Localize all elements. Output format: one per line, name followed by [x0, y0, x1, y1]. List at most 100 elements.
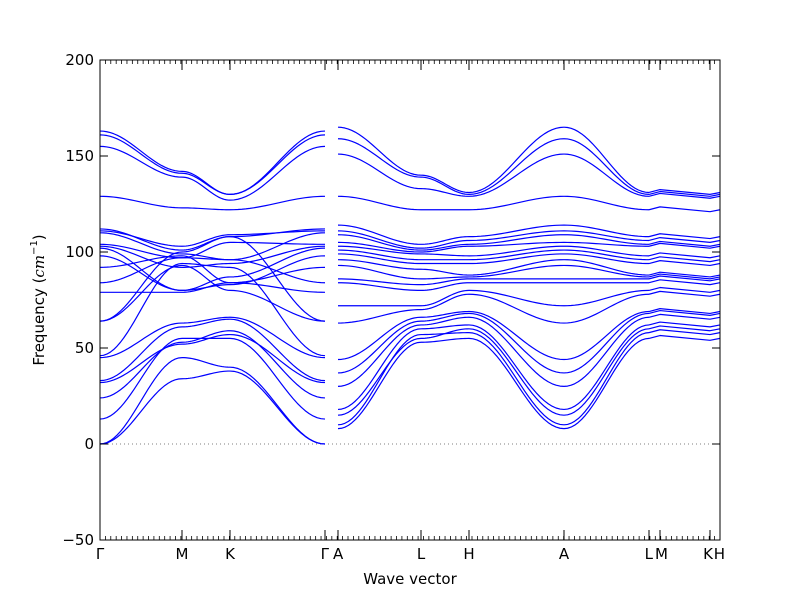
band-line: [648, 273, 721, 280]
band-line: [99, 228, 183, 251]
band-line: [181, 262, 231, 268]
band-line: [648, 271, 721, 278]
band-line: [468, 224, 565, 238]
band-line: [420, 278, 470, 286]
band-line: [229, 333, 326, 384]
band-line: [468, 249, 565, 261]
band-line: [181, 330, 231, 343]
band-line: [99, 243, 183, 259]
band-line: [468, 259, 565, 276]
band-line: [181, 236, 231, 251]
x-tick-label: A: [333, 545, 344, 563]
band-line: [420, 328, 470, 339]
band-line: [99, 341, 183, 399]
band-line: [181, 241, 231, 259]
band-line: [420, 243, 470, 251]
band-line: [420, 253, 470, 257]
band-line: [468, 310, 565, 361]
x-tick-label: H: [463, 545, 474, 563]
band-line: [337, 316, 422, 361]
band-line: [563, 312, 650, 374]
band-line: [563, 264, 650, 278]
band-line: [420, 174, 470, 194]
band-line: [229, 228, 326, 238]
band-line: [229, 259, 326, 284]
band-line: [648, 190, 721, 197]
band-line: [181, 176, 231, 201]
band-line: [468, 316, 565, 387]
band-line: [229, 318, 326, 382]
band-line: [648, 192, 721, 199]
band-line: [563, 253, 650, 265]
band-line: [468, 332, 565, 426]
y-axis-label-text: Frequency (: [30, 278, 48, 366]
band-line: [229, 245, 326, 265]
y-tick-label: −50: [62, 531, 94, 549]
x-tick-label: K: [703, 545, 714, 563]
band-line: [563, 153, 650, 197]
band-line: [420, 188, 470, 197]
band-line: [99, 232, 183, 255]
band-line: [229, 266, 326, 284]
band-line: [563, 310, 650, 361]
band-line: [229, 241, 326, 245]
band-line: [337, 309, 422, 324]
band-line: [337, 241, 422, 253]
band-line: [337, 245, 422, 255]
y-axis-label: Frequency (cm−1): [29, 234, 48, 365]
band-line: [468, 245, 565, 257]
band-line: [229, 232, 326, 261]
band-line: [563, 241, 650, 247]
band-line: [563, 224, 650, 238]
band-line: [229, 330, 326, 399]
band-line: [468, 337, 565, 430]
band-line: [648, 275, 721, 282]
band-line: [648, 334, 721, 341]
band-line: [337, 230, 422, 249]
band-line: [99, 257, 183, 284]
band-line: [181, 170, 231, 195]
band-line: [648, 189, 721, 195]
band-line: [181, 253, 231, 261]
y-axis-label-unit: cm: [30, 255, 48, 278]
band-lines: [99, 126, 721, 445]
y-tick-label: 100: [65, 243, 94, 261]
band-line: [563, 195, 650, 211]
band-line: [337, 153, 422, 190]
band-line: [420, 282, 470, 291]
band-line: [99, 322, 183, 359]
band-line: [99, 134, 183, 174]
band-line: [229, 316, 326, 359]
band-line: [468, 230, 565, 242]
band-line: [468, 312, 565, 374]
band-line: [563, 249, 650, 261]
band-line: [468, 289, 565, 307]
band-line: [468, 328, 565, 416]
band-line: [99, 326, 183, 382]
x-tick-label: L: [417, 545, 426, 563]
x-tick-label: M: [655, 545, 668, 563]
y-axis: −50 0 50 100 150 200: [62, 51, 720, 549]
band-line: [181, 316, 231, 324]
band-line: [99, 378, 183, 445]
y-tick-label: 0: [84, 435, 94, 453]
band-line: [337, 278, 422, 286]
band-line: [99, 130, 183, 172]
band-line: [563, 234, 650, 245]
band-line: [468, 324, 565, 411]
band-line: [99, 337, 183, 420]
band-line: [648, 286, 721, 293]
band-line: [648, 308, 721, 315]
band-line: [420, 293, 470, 311]
band-line: [337, 195, 422, 211]
band-line: [420, 324, 470, 330]
band-line: [468, 138, 565, 195]
band-line: [99, 245, 183, 268]
band-line: [181, 357, 231, 368]
band-line: [337, 333, 422, 426]
band-line: [181, 255, 231, 284]
band-line: [468, 195, 565, 211]
band-line: [420, 239, 470, 249]
band-line: [648, 240, 721, 247]
